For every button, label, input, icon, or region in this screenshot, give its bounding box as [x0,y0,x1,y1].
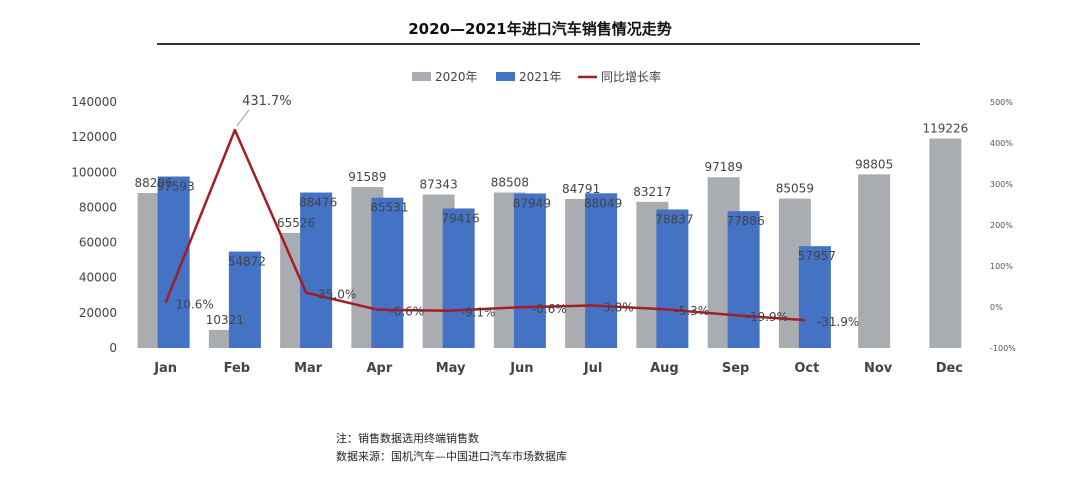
x-tick-label: Mar [294,361,323,376]
footnote-source: 数据来源：国机汽车—中国进口汽车市场数据库 [336,450,567,463]
bar-2021-jul [585,193,618,348]
legend-label-growth: 同比增长率 [601,69,661,84]
x-tick-label: Jun [509,361,533,376]
growth-label-may: -9.1% [461,306,496,320]
value-label-2020-jan: 88206 [135,176,173,190]
value-label-2020-dec: 119226 [922,122,968,136]
value-label-2021-jul: 88049 [584,196,622,210]
y-right-tick-label: 300% [990,180,1013,189]
value-label-2021-feb: 54872 [228,255,266,269]
value-label-2020-jul: 84791 [562,182,600,196]
y-left-tick-label: 120000 [71,130,117,144]
value-label-2021-may: 79416 [442,211,480,225]
value-label-2020-nov: 98805 [855,157,893,171]
y-left-tick-label: 100000 [71,165,117,179]
x-tick-label: May [436,361,466,376]
y-left-tick-label: 40000 [79,271,117,285]
value-label-2021-sep: 77886 [727,214,765,228]
value-label-2020-jun: 88508 [491,175,529,189]
value-label-2021-aug: 78837 [655,212,693,226]
legend-label-2021: 2021年 [519,70,562,84]
growth-label-jun: -0.6% [532,302,567,316]
x-tick-label: Feb [224,361,250,376]
value-label-2020-oct: 85059 [776,182,814,196]
value-label-2020-mar: 65526 [277,216,315,230]
chart-title: 2020—2021年进口汽车销售情况走势 [408,20,672,38]
y-right-tick-label: 100% [990,262,1013,271]
growth-label-apr: -6.6% [389,305,424,319]
value-label-2020-may: 87343 [420,178,458,192]
footnote-sales: 注：销售数据选用终端销售数 [336,432,479,445]
value-label-2021-mar: 88476 [299,196,337,210]
growth-label-jul: 3.8% [603,300,634,314]
bar-2020-nov [858,174,891,348]
growth-callout-leader [236,109,250,127]
bar-2020-dec [929,138,962,348]
growth-label-mar: 35.0% [318,288,356,302]
growth-label-oct: -31.9% [817,315,859,329]
y-right-tick-label: 400% [990,139,1013,148]
bar-2021-jun [513,193,546,348]
bar-2021-oct [798,246,831,348]
legend-swatch-2020 [412,72,431,81]
y-left-tick-label: 60000 [79,236,117,250]
growth-label-aug: -5.3% [674,304,709,318]
x-tick-label: Aug [650,361,679,376]
y-right-tick-label: -100% [990,344,1016,353]
growth-label-sep: -19.9% [746,310,788,324]
x-tick-label: Oct [794,361,819,376]
x-tick-label: Jan [153,361,177,376]
y-right-tick-label: 200% [990,221,1013,230]
x-tick-label: Nov [864,361,893,376]
growth-label-jan: 10.6% [176,298,214,312]
value-label-2020-sep: 97189 [705,160,743,174]
x-tick-label: Jul [583,361,603,376]
bar-2021-apr [371,197,404,348]
y-right-tick-label: 0% [990,303,1003,312]
value-label-2021-apr: 85531 [370,201,408,215]
bar-2021-may [442,208,475,348]
value-label-2020-feb: 10321 [206,313,244,327]
title-rule [157,43,920,45]
value-label-2021-jun: 87949 [513,196,551,210]
value-label-2021-jan: 97593 [157,180,195,194]
bar-2021-aug [656,209,689,348]
growth-label-feb: 431.7% [242,94,292,109]
x-tick-label: Dec [936,361,963,376]
y-left-tick-label: 80000 [79,200,117,214]
value-label-2021-oct: 57957 [798,249,836,263]
bar-2021-sep [727,211,760,348]
value-label-2020-apr: 91589 [348,170,386,184]
y-left-tick-label: 20000 [79,306,117,320]
bar-2021-feb [228,251,261,348]
y-left-tick-label: 140000 [71,95,117,109]
y-right-tick-label: 500% [990,98,1013,107]
x-tick-label: Apr [366,361,392,376]
legend-label-2020: 2020年 [435,70,478,84]
value-label-2020-aug: 83217 [633,185,671,199]
legend-swatch-2021 [496,72,515,81]
y-left-tick-label: 0 [109,341,117,355]
growth-line [164,128,805,322]
bar-2021-mar [300,192,333,348]
bar-2021-jan [157,176,190,348]
x-tick-label: Sep [722,361,750,376]
